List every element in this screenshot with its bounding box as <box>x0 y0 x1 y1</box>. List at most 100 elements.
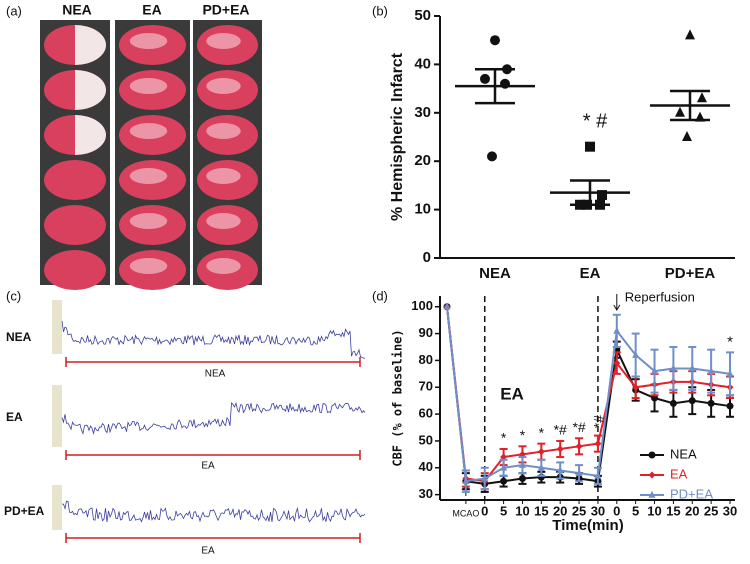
point <box>481 474 489 482</box>
y-tick-label: 30 <box>414 104 431 121</box>
scale-strip <box>52 385 62 447</box>
column-label: EA <box>142 2 161 18</box>
annotation: Reperfusion <box>625 289 695 304</box>
panel-label: (a) <box>6 3 22 18</box>
slice-highlight <box>129 33 168 49</box>
y-tick-label: 0 <box>423 249 431 266</box>
point <box>594 471 602 479</box>
x-tick-label: 10 <box>515 503 529 518</box>
x-tick-label: EA <box>580 265 601 282</box>
x-tick-label: 25 <box>572 503 586 518</box>
slice-highlight <box>206 168 241 184</box>
slice-highlight <box>129 123 168 139</box>
y-tick-label: 30 <box>419 486 433 501</box>
series-line <box>446 306 731 483</box>
y-axis-label: CBF (% of baseline) <box>391 329 405 466</box>
column-label: PD+EA <box>202 2 249 18</box>
row-label: PD+EA <box>4 504 45 518</box>
reperfusion-arrow <box>613 294 621 311</box>
legend-label: NEA <box>670 446 697 461</box>
x-tick-label: 30 <box>591 503 605 518</box>
brain-slice <box>44 250 106 290</box>
infarct-area <box>75 115 106 155</box>
y-tick-label: 40 <box>419 459 433 474</box>
brain-slice <box>44 205 106 245</box>
point <box>500 463 508 471</box>
point <box>707 366 715 374</box>
x-tick-label: 5 <box>500 503 507 518</box>
trace <box>61 401 366 435</box>
y-tick-label: 100 <box>411 298 433 313</box>
point <box>487 151 497 162</box>
slice-highlight <box>206 213 241 229</box>
bar-label: EA <box>201 546 215 557</box>
point <box>648 471 656 479</box>
slice-highlight <box>129 168 168 184</box>
x-tick-label: 5 <box>632 503 639 518</box>
trace <box>61 500 366 523</box>
point <box>500 477 508 485</box>
infarct-area <box>75 25 106 65</box>
point <box>556 466 564 474</box>
panel-label: (b) <box>372 3 388 18</box>
point <box>575 468 583 476</box>
y-tick-label: 50 <box>414 7 431 24</box>
point <box>632 383 640 391</box>
point <box>518 475 526 483</box>
slice-highlight <box>129 78 168 94</box>
point <box>648 451 656 459</box>
y-tick-label: 50 <box>419 432 433 447</box>
x-axis-label: Time(min) <box>552 517 623 534</box>
annotation: * <box>727 333 733 350</box>
panel-label: (c) <box>6 288 21 303</box>
point <box>585 141 595 152</box>
y-tick-label: 70 <box>419 379 433 394</box>
annotation: *# <box>554 422 567 438</box>
x-tick-label: 15 <box>534 503 548 518</box>
point <box>632 350 640 358</box>
point <box>688 397 696 405</box>
bar-label: NEA <box>205 369 226 380</box>
y-tick-label: 90 <box>419 325 433 340</box>
point <box>675 106 685 117</box>
x-tick-label: PD+EA <box>665 265 716 282</box>
y-tick-label: 20 <box>414 152 431 169</box>
infarct-area <box>75 70 106 110</box>
point <box>594 440 602 448</box>
point <box>518 460 526 468</box>
series-line <box>446 306 731 483</box>
annotation: EA <box>500 384 524 403</box>
x-tick-label: 25 <box>704 503 718 518</box>
x-tick-label: 30 <box>723 503 737 518</box>
column-label: NEA <box>62 2 92 18</box>
brain-slice <box>44 160 106 200</box>
point <box>651 366 659 374</box>
point <box>697 92 707 103</box>
point <box>726 369 734 377</box>
x-tick-label: 0 <box>613 503 620 518</box>
slice-highlight <box>129 213 168 229</box>
slice-highlight <box>206 33 241 49</box>
annotation: * # <box>583 110 608 132</box>
row-label: EA <box>6 410 23 424</box>
point <box>688 364 696 372</box>
point <box>669 399 677 407</box>
y-tick-label: 80 <box>419 352 433 367</box>
scale-strip <box>52 485 62 530</box>
trace <box>61 320 366 359</box>
panel-label: (d) <box>372 288 388 303</box>
bar-label: EA <box>201 461 215 472</box>
point <box>685 29 695 40</box>
x-tick-label: MCAO <box>452 508 479 518</box>
series-line <box>446 306 731 485</box>
x-tick-label: 0 <box>481 503 488 518</box>
point <box>537 448 545 456</box>
legend-label: PD+EA <box>670 486 713 501</box>
row-label: NEA <box>6 330 32 344</box>
point <box>462 477 470 485</box>
point <box>443 302 451 310</box>
point <box>648 490 656 498</box>
annotation: *# <box>591 415 607 428</box>
